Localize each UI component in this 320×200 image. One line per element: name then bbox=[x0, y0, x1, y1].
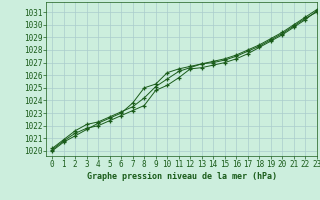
X-axis label: Graphe pression niveau de la mer (hPa): Graphe pression niveau de la mer (hPa) bbox=[87, 172, 276, 181]
